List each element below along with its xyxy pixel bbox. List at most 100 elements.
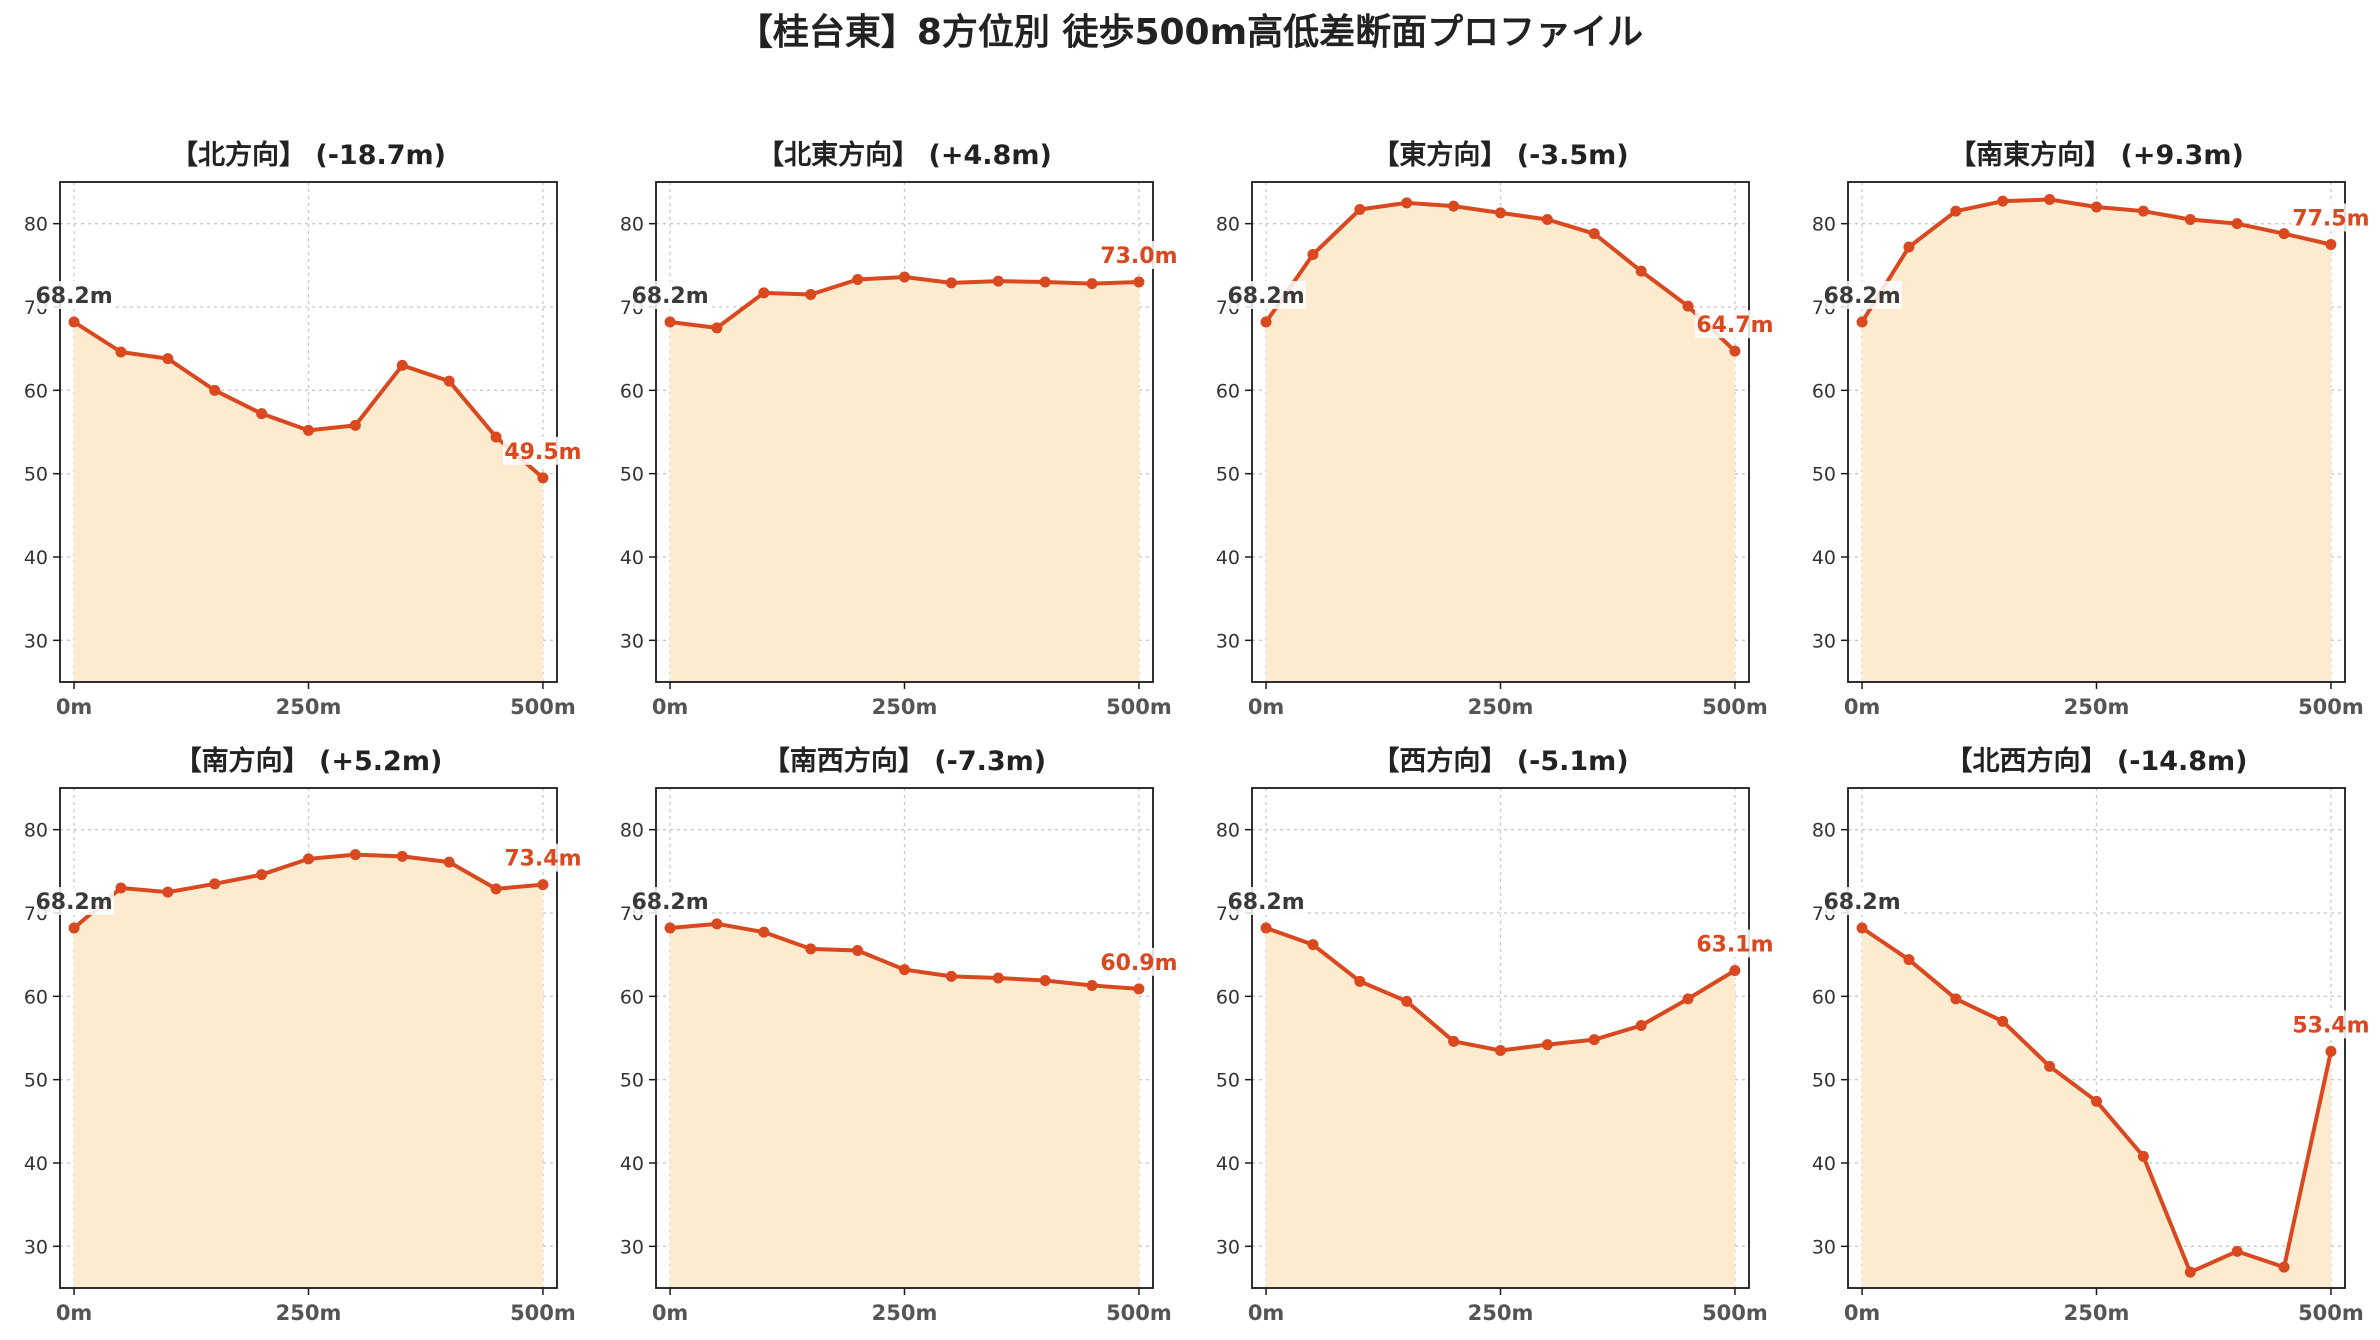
elevation-point [443,375,455,387]
x-tick-label: 250m [2064,1301,2130,1325]
elevation-point [992,275,1004,287]
elevation-point [490,431,502,443]
y-tick-label: 50 [1812,1070,1836,1092]
elevation-point [349,419,361,431]
subplot-3: 【東方向】 (-3.5m)3040506070800m250m500m68.2m… [1216,139,1775,719]
start-label-box [1226,887,1307,915]
elevation-point [1448,1035,1460,1047]
end-label-box [1098,241,1179,269]
elevation-point [1133,983,1145,995]
y-tick-label: 40 [1216,1153,1240,1175]
figure-title: 【桂台東】8方位別 徒歩500m高低差断面プロファイル [737,12,1643,53]
elevation-point [1950,205,1962,217]
start-label-box [1226,281,1307,309]
x-tick-label: 250m [276,1301,342,1325]
elevation-point [396,359,408,371]
elevation-point [1495,1045,1506,1056]
y-tick-label: 30 [1216,630,1240,652]
subplot-title: 【南方向】 (+5.2m) [175,745,443,777]
elevation-point [2278,228,2290,240]
elevation-point [68,922,80,934]
start-label-box [1822,281,1903,309]
elevation-point [1260,316,1272,328]
elevation-point [758,287,770,299]
y-tick-label: 50 [24,464,48,486]
y-tick-label: 60 [1216,986,1240,1008]
subplot-4: 【南東方向】 (+9.3m)3040506070800m250m500m68.2… [1812,139,2371,719]
subplot-2: 【北東方向】 (+4.8m)3040506070800m250m500m68.2… [620,139,1179,719]
subplot-title: 【北西方向】 (-14.8m) [1945,745,2247,777]
y-tick-label: 40 [24,547,48,569]
elevation-point [2137,205,2149,217]
elevation-area [74,854,543,1288]
elevation-point [711,918,723,930]
subplot-7: 【西方向】 (-5.1m)3040506070800m250m500m68.2m… [1216,745,1775,1325]
elevation-point [805,943,817,955]
x-tick-label: 250m [2064,695,2130,719]
elevation-point [1856,922,1868,934]
subplot-5: 【南方向】 (+5.2m)3040506070800m250m500m68.2m… [24,745,583,1325]
elevation-area [1266,928,1735,1288]
y-tick-label: 80 [24,214,48,236]
subplot-1: 【北方向】 (-18.7m)3040506070800m250m500m68.2… [24,139,583,719]
elevation-point [303,424,314,436]
elevation-point [1682,300,1694,312]
elevation-point [162,886,174,898]
elevation-point [209,384,221,396]
x-tick-label: 0m [652,695,689,719]
elevation-point [1086,278,1098,290]
elevation-point [2184,214,2196,225]
elevation-area [1862,199,2331,682]
elevation-point [945,970,957,982]
elevation-area [74,322,543,682]
x-tick-label: 500m [1106,695,1172,719]
elevation-point [2278,1261,2290,1273]
end-elevation-label: 64.7m [1696,313,1773,338]
x-tick-label: 0m [56,1301,93,1325]
elevation-point [115,882,127,894]
end-label-box [2290,1010,2371,1039]
subplot-title: 【北東方向】 (+4.8m) [757,139,1052,171]
y-tick-label: 60 [620,986,644,1008]
start-elevation-label: 68.2m [35,284,112,309]
subplot-title: 【西方向】 (-5.1m) [1372,745,1628,777]
y-tick-label: 60 [1812,986,1836,1008]
elevation-point [303,853,314,865]
y-tick-label: 80 [24,820,48,842]
x-tick-label: 0m [1844,695,1881,719]
elevation-point [1448,200,1460,212]
elevation-point [537,472,549,484]
y-tick-label: 80 [1216,214,1240,236]
elevation-point [1354,204,1366,215]
y-tick-label: 30 [24,1236,48,1258]
y-tick-label: 80 [620,214,644,236]
elevation-point [396,850,408,862]
x-tick-label: 500m [1106,1301,1172,1325]
y-tick-label: 30 [1812,630,1836,652]
y-tick-label: 80 [1216,820,1240,842]
x-tick-label: 0m [1248,695,1285,719]
y-tick-label: 40 [24,1153,48,1175]
elevation-point [2325,1045,2337,1057]
elevation-point [945,277,957,289]
elevation-point [2091,1095,2102,1107]
elevation-point [1588,228,1600,240]
elevation-point [349,849,361,861]
x-tick-label: 250m [872,1301,938,1325]
end-elevation-label: 53.4m [2292,1013,2369,1038]
end-label-box [1694,929,1775,958]
elevation-point [1307,939,1319,951]
y-tick-label: 80 [1812,820,1836,842]
elevation-point [2231,218,2243,230]
end-label-box [502,843,583,872]
y-tick-label: 40 [1216,547,1240,569]
y-tick-label: 50 [620,464,644,486]
elevation-point [1729,965,1741,976]
x-tick-label: 500m [1702,1301,1768,1325]
elevation-point [2091,201,2102,213]
elevation-point [899,271,910,283]
elevation-point [805,289,817,300]
subplot-title: 【南西方向】 (-7.3m) [763,745,1046,777]
subplot-grid: 【北方向】 (-18.7m)3040506070800m250m500m68.2… [24,139,2371,1325]
y-tick-label: 80 [1812,214,1836,236]
